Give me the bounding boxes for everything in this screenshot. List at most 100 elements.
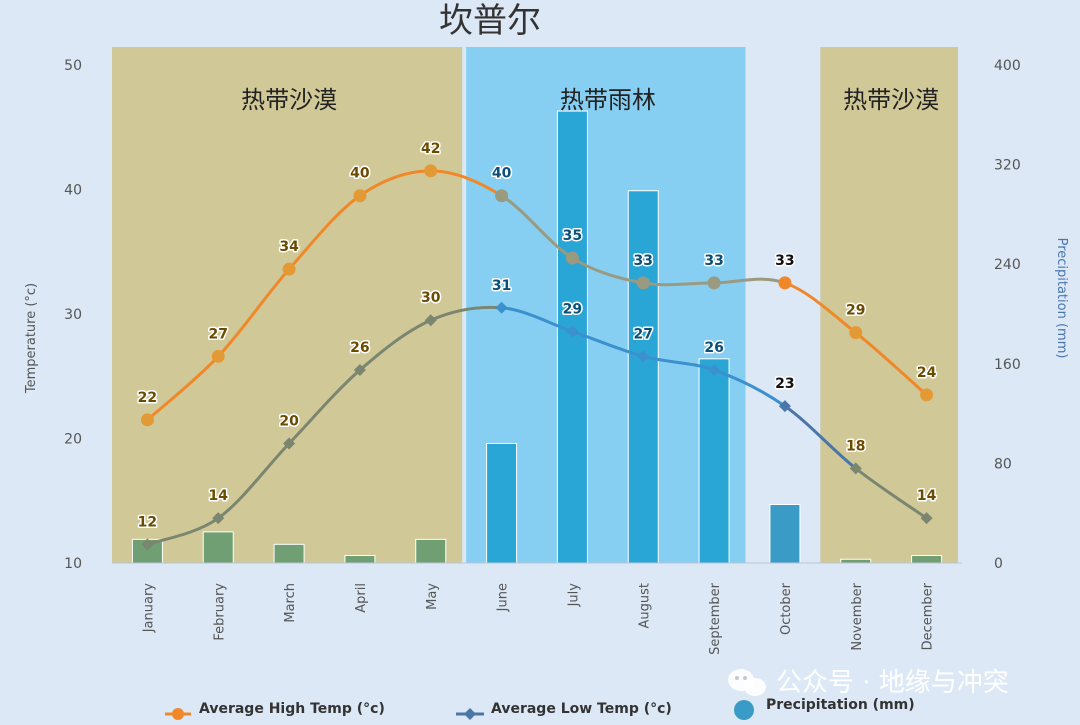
low-temp-label-may: 30 <box>421 290 441 306</box>
watermark: 公众号 · 地缘与冲突 <box>728 668 1009 698</box>
x-tick-march: March <box>283 583 298 623</box>
high-temp-point-december <box>920 388 934 402</box>
precipitation-bar-october <box>769 503 801 564</box>
high-temp-label-november: 29 <box>846 303 865 319</box>
low-temp-line-segment-8 <box>641 354 716 372</box>
y2-tick-0: 0 <box>994 556 1003 572</box>
high-temp-label-october: 33 <box>775 253 794 269</box>
legend-low-temp-label[interactable]: Average Low Temp (°c) <box>491 701 672 717</box>
x-tick-january: January <box>141 583 156 634</box>
x-tick-october: October <box>779 582 794 635</box>
low-temp-point-october <box>778 400 791 413</box>
precipitation-bars <box>131 110 943 564</box>
high-temp-label-august: 33 <box>634 253 653 269</box>
high-temp-label-september: 33 <box>704 253 723 269</box>
precipitation-bar-april <box>344 555 376 564</box>
y2-tick-320: 320 <box>994 158 1021 174</box>
low-temp-point-february <box>212 512 225 525</box>
high-temp-line-segment-10 <box>783 281 858 335</box>
precipitation-bar-may <box>415 538 447 564</box>
climate-zones: 热带沙漠 热带雨林 热带沙漠 <box>112 47 958 563</box>
legend-precipitation-label[interactable]: Precipitation (mm) <box>766 697 915 713</box>
low-temp-label-april: 26 <box>350 340 369 356</box>
high-temp-point-october <box>778 276 792 290</box>
legend-precipitation-marker <box>734 700 754 720</box>
y-tick-50: 50 <box>64 58 82 74</box>
high-temp-line-segment-3 <box>287 194 362 271</box>
x-tick-april: April <box>354 583 369 613</box>
precipitation-bar-march <box>273 543 305 564</box>
low-temp-point-december <box>920 512 933 525</box>
chart-title: 坎普尔 <box>439 1 541 41</box>
x-tick-july: July <box>566 583 581 608</box>
temperature-lines <box>140 164 934 551</box>
low-temp-label-february: 14 <box>209 488 229 504</box>
x-tick-september: September <box>708 582 723 655</box>
low-temp-label-november: 18 <box>846 438 865 454</box>
high-temp-point-may <box>424 164 438 178</box>
high-temp-point-february <box>211 349 225 363</box>
high-temp-line-segment-9 <box>712 277 787 285</box>
low-temp-label-july: 29 <box>563 301 582 317</box>
low-temp-line-segment-3 <box>287 368 362 445</box>
high-temp-label-february: 27 <box>209 326 228 342</box>
high-temp-point-july <box>565 251 579 265</box>
precipitation-bar-june <box>486 442 518 564</box>
low-temp-point-june <box>495 301 508 314</box>
x-tick-august: August <box>637 583 652 629</box>
y-tick-10: 10 <box>64 556 82 572</box>
precipitation-bar-november <box>840 558 872 564</box>
y2-tick-160: 160 <box>994 357 1021 373</box>
x-tick-june: June <box>496 583 511 612</box>
low-temp-point-april <box>353 364 366 377</box>
y-axis-title: Temperature (°c) <box>24 283 39 394</box>
low-temp-point-march <box>283 437 296 450</box>
legend: Average High Temp (°c) Average Low Temp (… <box>165 697 915 720</box>
low-temp-label-december: 14 <box>917 488 937 504</box>
high-temp-label-april: 40 <box>350 166 370 182</box>
low-temp-point-november <box>849 462 862 475</box>
y2-tick-240: 240 <box>994 257 1021 273</box>
y2-tick-80: 80 <box>994 456 1012 472</box>
low-temp-point-september <box>708 364 721 377</box>
low-temp-line-segment-2 <box>216 441 291 520</box>
low-temp-line-segment-9 <box>712 368 787 408</box>
legend-high-temp-label[interactable]: Average High Temp (°c) <box>199 701 385 717</box>
low-temp-label-october: 23 <box>775 376 794 392</box>
precipitation-bar-february <box>202 531 234 564</box>
low-temp-line-segment-6 <box>500 306 574 333</box>
high-temp-label-december: 24 <box>917 365 937 381</box>
x-tick-november: November <box>850 582 865 650</box>
wechat-icon <box>728 669 766 696</box>
high-temp-point-august <box>636 276 650 290</box>
x-tick-december: December <box>921 582 936 650</box>
precipitation-bar-december <box>911 555 943 564</box>
high-temp-line-segment-7 <box>570 256 645 285</box>
low-temp-line-segment-10 <box>783 404 858 470</box>
climate-zone-label-1: 热带沙漠 <box>241 86 337 114</box>
low-temp-point-july <box>566 325 579 338</box>
low-temp-point-january <box>141 538 154 551</box>
y-tick-30: 30 <box>64 307 82 323</box>
legend-low-temp-marker <box>464 708 476 720</box>
high-temp-line-segment-4 <box>358 169 433 198</box>
x-tick-february: February <box>212 583 227 641</box>
climate-zone-3 <box>820 47 958 563</box>
high-temp-line-segment-8 <box>641 281 716 287</box>
axes: 10 20 30 40 50 0 80 160 240 320 400 January February… <box>64 58 1021 655</box>
high-temp-point-april <box>353 189 367 203</box>
high-temp-point-september <box>707 276 721 290</box>
y-tick-40: 40 <box>64 183 82 199</box>
high-temp-point-january <box>140 413 154 427</box>
low-temp-line-segment-7 <box>570 329 645 358</box>
watermark-text: 公众号 · 地缘与冲突 <box>776 668 1009 698</box>
climate-zone-1 <box>112 47 463 563</box>
high-temp-point-november <box>849 326 863 340</box>
low-temp-line-segment-11 <box>854 466 929 520</box>
y2-axis-title: Precipitation (mm) <box>1054 238 1069 359</box>
low-temp-point-may <box>424 314 437 327</box>
low-temp-label-january: 12 <box>138 514 157 530</box>
x-tick-may: May <box>425 583 440 610</box>
high-temp-label-may: 42 <box>421 141 440 157</box>
